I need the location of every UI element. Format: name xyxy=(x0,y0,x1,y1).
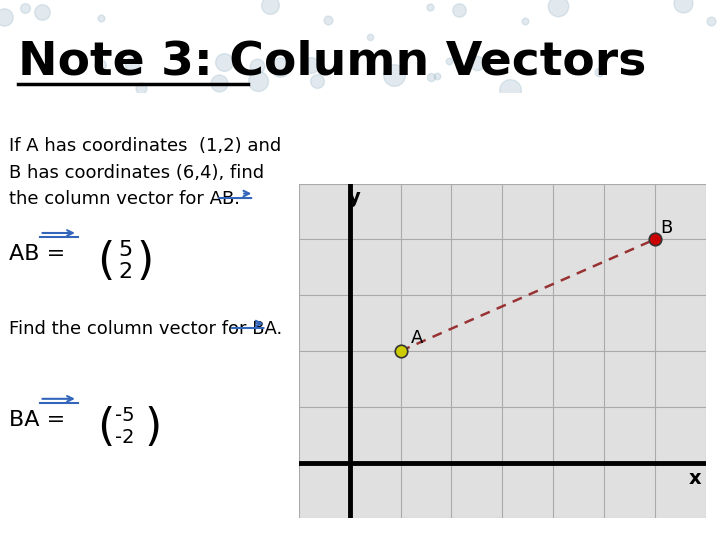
Text: B: B xyxy=(660,219,672,237)
Text: ): ) xyxy=(137,240,154,283)
Text: AB =: AB = xyxy=(9,244,72,264)
Text: 5: 5 xyxy=(119,240,133,260)
Text: x: x xyxy=(689,469,701,488)
Text: BA =: BA = xyxy=(9,410,72,430)
Text: -5: -5 xyxy=(115,406,135,424)
Text: the column vector for AB.: the column vector for AB. xyxy=(9,191,240,208)
Text: If A has coordinates  (1,2) and: If A has coordinates (1,2) and xyxy=(9,137,281,154)
Text: A: A xyxy=(410,328,423,347)
Text: (: ( xyxy=(97,406,114,449)
Text: ): ) xyxy=(144,406,161,449)
Text: 2: 2 xyxy=(119,262,133,282)
Text: Note 3: Column Vectors: Note 3: Column Vectors xyxy=(18,40,647,85)
Text: (: ( xyxy=(97,240,114,283)
Text: -2: -2 xyxy=(115,428,135,447)
Text: B has coordinates (6,4), find: B has coordinates (6,4), find xyxy=(9,164,264,181)
Text: Find the column vector for BA.: Find the column vector for BA. xyxy=(9,320,282,339)
Text: y: y xyxy=(347,188,360,207)
